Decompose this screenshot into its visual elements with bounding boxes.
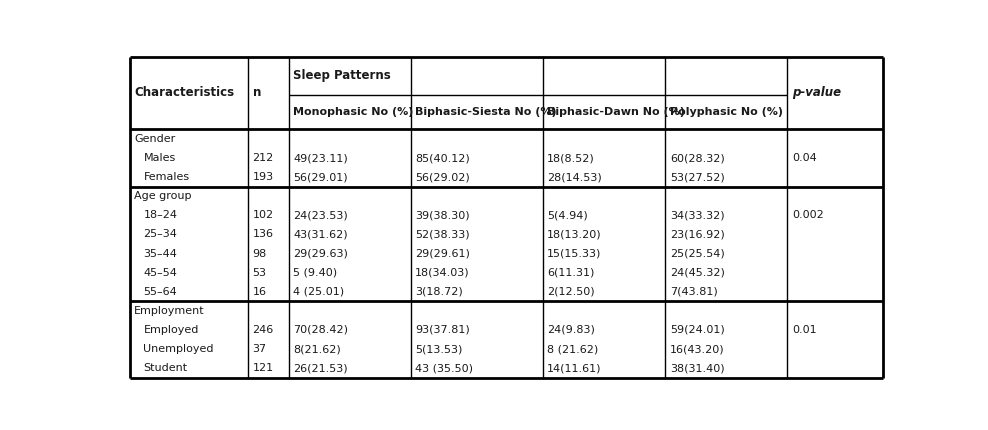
Text: 102: 102 [253, 210, 274, 220]
Text: 18(34.03): 18(34.03) [415, 267, 470, 278]
Text: 18–24: 18–24 [143, 210, 178, 220]
Text: 7(43.81): 7(43.81) [670, 287, 717, 297]
Text: 60(28.32): 60(28.32) [670, 153, 724, 163]
Text: 8(21.62): 8(21.62) [293, 344, 341, 354]
Text: 28(14.53): 28(14.53) [547, 172, 602, 182]
Text: 35–44: 35–44 [143, 249, 177, 258]
Text: 39(38.30): 39(38.30) [415, 210, 470, 220]
Text: Characteristics: Characteristics [134, 86, 234, 99]
Text: 59(24.01): 59(24.01) [670, 325, 724, 335]
Text: Employed: Employed [143, 325, 199, 335]
Text: 34(33.32): 34(33.32) [670, 210, 724, 220]
Text: 55–64: 55–64 [143, 287, 177, 297]
Text: 5(13.53): 5(13.53) [415, 344, 462, 354]
Text: 26(21.53): 26(21.53) [293, 363, 348, 373]
Text: 15(15.33): 15(15.33) [547, 249, 602, 258]
Text: n: n [253, 86, 261, 99]
Text: 29(29.61): 29(29.61) [415, 249, 470, 258]
Text: 16(43.20): 16(43.20) [670, 344, 724, 354]
Text: 18(13.20): 18(13.20) [547, 230, 602, 240]
Text: 70(28.42): 70(28.42) [293, 325, 348, 335]
Text: 53: 53 [253, 267, 267, 278]
Text: 25–34: 25–34 [143, 230, 177, 240]
Text: 29(29.63): 29(29.63) [293, 249, 348, 258]
Text: Polyphasic No (%): Polyphasic No (%) [670, 107, 782, 117]
Text: Gender: Gender [134, 134, 176, 144]
Text: 85(40.12): 85(40.12) [415, 153, 470, 163]
Text: 0.01: 0.01 [792, 325, 817, 335]
Text: 45–54: 45–54 [143, 267, 177, 278]
Text: Males: Males [143, 153, 176, 163]
Text: 25(25.54): 25(25.54) [670, 249, 724, 258]
Text: 2(12.50): 2(12.50) [547, 287, 595, 297]
Text: 37: 37 [253, 344, 267, 354]
Text: 193: 193 [253, 172, 274, 182]
Text: Age group: Age group [134, 191, 192, 201]
Text: Unemployed: Unemployed [143, 344, 214, 354]
Text: 53(27.52): 53(27.52) [670, 172, 724, 182]
Text: 24(23.53): 24(23.53) [293, 210, 348, 220]
Text: 0.002: 0.002 [792, 210, 824, 220]
Text: 56(29.01): 56(29.01) [293, 172, 348, 182]
Text: Monophasic No (%): Monophasic No (%) [293, 107, 414, 117]
Text: 49(23.11): 49(23.11) [293, 153, 348, 163]
Text: 3(18.72): 3(18.72) [415, 287, 463, 297]
Text: 136: 136 [253, 230, 274, 240]
Text: 43(31.62): 43(31.62) [293, 230, 348, 240]
Text: 4 (25.01): 4 (25.01) [293, 287, 345, 297]
Text: 38(31.40): 38(31.40) [670, 363, 724, 373]
Text: 56(29.02): 56(29.02) [415, 172, 470, 182]
Text: 5 (9.40): 5 (9.40) [293, 267, 337, 278]
Text: 23(16.92): 23(16.92) [670, 230, 724, 240]
Text: 52(38.33): 52(38.33) [415, 230, 470, 240]
Text: Student: Student [143, 363, 188, 373]
Text: 98: 98 [253, 249, 267, 258]
Text: 212: 212 [253, 153, 274, 163]
Text: Biphasic-Siesta No (%): Biphasic-Siesta No (%) [415, 107, 557, 117]
Text: Biphasic-Dawn No (%): Biphasic-Dawn No (%) [547, 107, 685, 117]
Text: 16: 16 [253, 287, 267, 297]
Text: 121: 121 [253, 363, 274, 373]
Text: 246: 246 [253, 325, 274, 335]
Text: 18(8.52): 18(8.52) [547, 153, 595, 163]
Text: 14(11.61): 14(11.61) [547, 363, 602, 373]
Text: 93(37.81): 93(37.81) [415, 325, 470, 335]
Text: Females: Females [143, 172, 190, 182]
Text: 24(45.32): 24(45.32) [670, 267, 725, 278]
Text: Sleep Patterns: Sleep Patterns [293, 69, 391, 82]
Text: 43 (35.50): 43 (35.50) [415, 363, 473, 373]
Text: 0.04: 0.04 [792, 153, 817, 163]
Text: 8 (21.62): 8 (21.62) [547, 344, 599, 354]
Text: Employment: Employment [134, 306, 205, 316]
Text: 6(11.31): 6(11.31) [547, 267, 595, 278]
Text: 5(4.94): 5(4.94) [547, 210, 588, 220]
Text: 24(9.83): 24(9.83) [547, 325, 595, 335]
Text: p-value: p-value [792, 86, 841, 99]
